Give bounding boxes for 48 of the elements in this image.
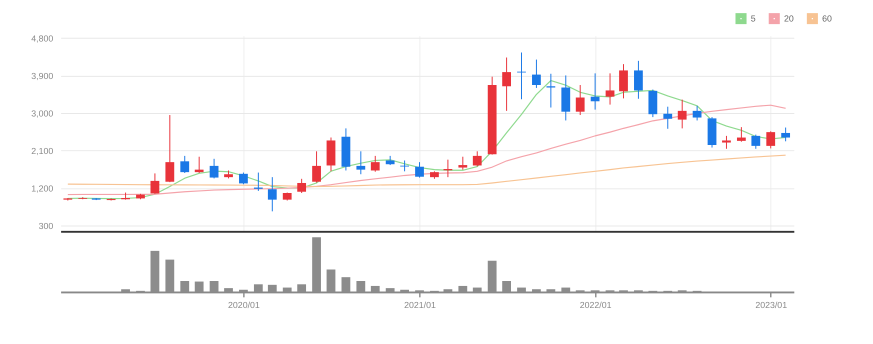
candlestick <box>722 135 731 150</box>
candlestick <box>458 156 468 170</box>
candlestick <box>297 178 306 194</box>
candlestick <box>648 89 658 118</box>
candlestick <box>692 105 702 121</box>
legend-label: 20 <box>784 14 794 24</box>
x-tick-label: 2020/01 <box>228 300 260 310</box>
candlestick <box>239 172 248 185</box>
candlestick <box>268 176 277 212</box>
y-tick-label: 3,900 <box>31 70 54 81</box>
y-tick-label: 3,000 <box>31 108 54 118</box>
candlestick <box>370 155 380 172</box>
candlestick <box>532 59 541 88</box>
y-tick-label: 2,100 <box>31 146 54 156</box>
candlestick <box>751 134 760 150</box>
candlestick <box>210 158 218 179</box>
legend-label: 60 <box>822 14 832 24</box>
candlestick <box>502 57 511 112</box>
y-tick-label: 1,200 <box>31 183 54 194</box>
x-tick-label: 2023/01 <box>755 300 788 310</box>
candlestick <box>415 162 424 178</box>
x-tick-label: 2021/01 <box>404 300 436 310</box>
candlestick <box>736 126 746 142</box>
candlestick <box>472 150 482 167</box>
x-tick-label: 2022/01 <box>580 300 612 310</box>
candlestick <box>517 52 526 100</box>
legend-label: 5 <box>750 14 756 24</box>
candlestick <box>312 150 321 184</box>
candlestick <box>766 130 776 149</box>
candlestick <box>678 99 687 129</box>
candlestick <box>400 160 409 172</box>
candlestick <box>444 159 452 178</box>
candlestick <box>194 156 204 174</box>
candlestick <box>254 172 263 192</box>
y-tick-label: 300 <box>38 220 54 231</box>
candlestick <box>781 127 790 142</box>
candlestick <box>356 150 366 175</box>
candlestick <box>590 72 600 110</box>
candlestick <box>150 172 160 194</box>
candlestick <box>663 106 672 130</box>
candlestick <box>634 60 643 100</box>
candlestick <box>576 84 585 116</box>
candlestick <box>165 114 174 183</box>
candlestick <box>180 155 190 174</box>
candlestick <box>606 72 614 106</box>
y-tick-label: 4,800 <box>31 33 54 44</box>
candlestick <box>619 64 628 99</box>
candlestick <box>386 155 395 166</box>
